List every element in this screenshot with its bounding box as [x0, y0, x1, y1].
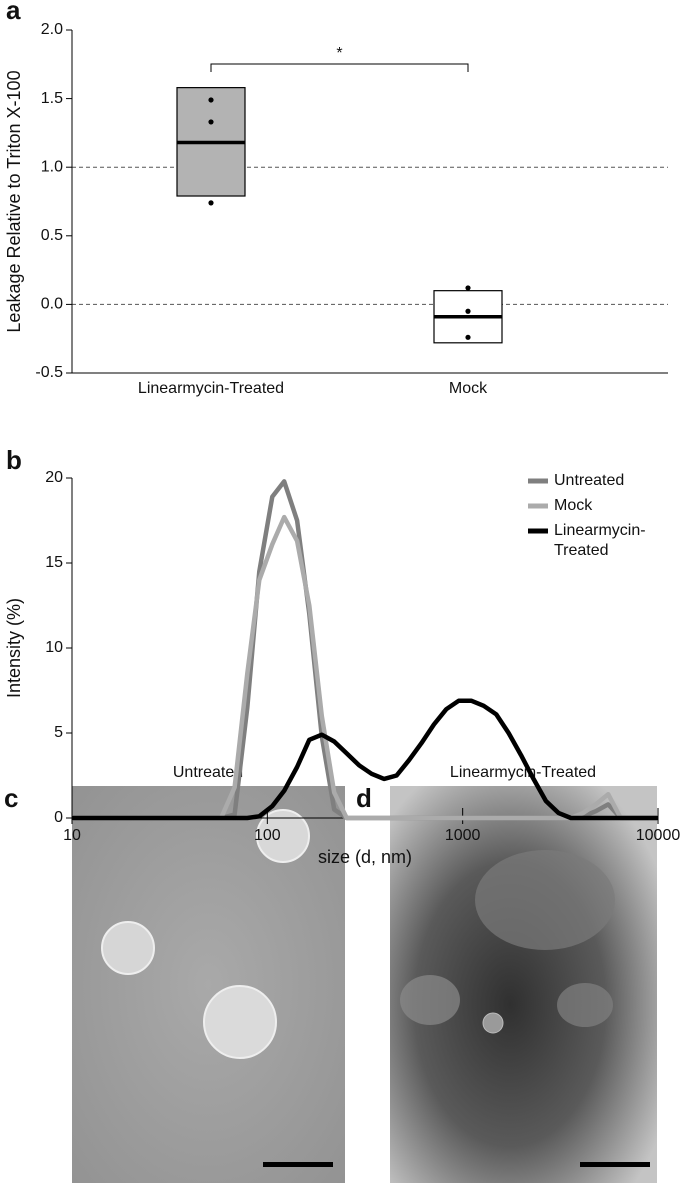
legend-label: Mock: [554, 497, 593, 514]
y-tick-label: 0.0: [41, 296, 63, 313]
point: [465, 334, 471, 340]
legend-label: Untreated: [554, 472, 624, 489]
micrograph: [72, 786, 345, 1183]
y-tick-label: 20: [45, 469, 63, 486]
image-title: Untreated: [173, 764, 243, 781]
series-line: [72, 698, 658, 821]
x-tick-label: Linearmycin-Treated: [138, 380, 284, 397]
significance-bracket: [210, 63, 469, 72]
point: [465, 308, 471, 314]
point: [465, 285, 471, 291]
y-axis-title: Leakage Relative to Triton X-100: [4, 70, 24, 332]
y-tick-label: -0.5: [35, 364, 63, 381]
panel-letter: c: [4, 783, 18, 813]
legend-label: Linearmycin-Treated: [554, 522, 646, 559]
x-tick-label: Mock: [449, 380, 488, 397]
panel-letter: a: [6, 0, 21, 25]
series-line: [72, 514, 658, 821]
x-tick-label: 100: [254, 827, 281, 844]
panel-letter: b: [6, 445, 22, 475]
y-tick-label: 1.0: [41, 158, 63, 175]
point: [208, 97, 214, 103]
y-axis-title: Intensity (%): [4, 598, 24, 698]
x-axis-title: size (d, nm): [318, 847, 412, 867]
significance-label: *: [336, 45, 342, 62]
y-tick-label: 10: [45, 639, 63, 656]
point: [208, 200, 214, 206]
panel-letter: d: [356, 783, 372, 813]
y-tick-label: 0.5: [41, 227, 63, 244]
x-tick-label: 1000: [445, 827, 481, 844]
y-tick-label: 1.5: [41, 90, 63, 107]
y-tick-label: 15: [45, 554, 63, 571]
x-tick-label: 10: [63, 827, 81, 844]
point: [208, 119, 214, 125]
y-tick-label: 0: [54, 809, 63, 826]
y-tick-label: 5: [54, 724, 63, 741]
y-tick-label: 2.0: [41, 21, 63, 38]
micrograph: [390, 786, 657, 1183]
x-tick-label: 10000: [636, 827, 681, 844]
image-title: Linearmycin-Treated: [450, 764, 596, 781]
